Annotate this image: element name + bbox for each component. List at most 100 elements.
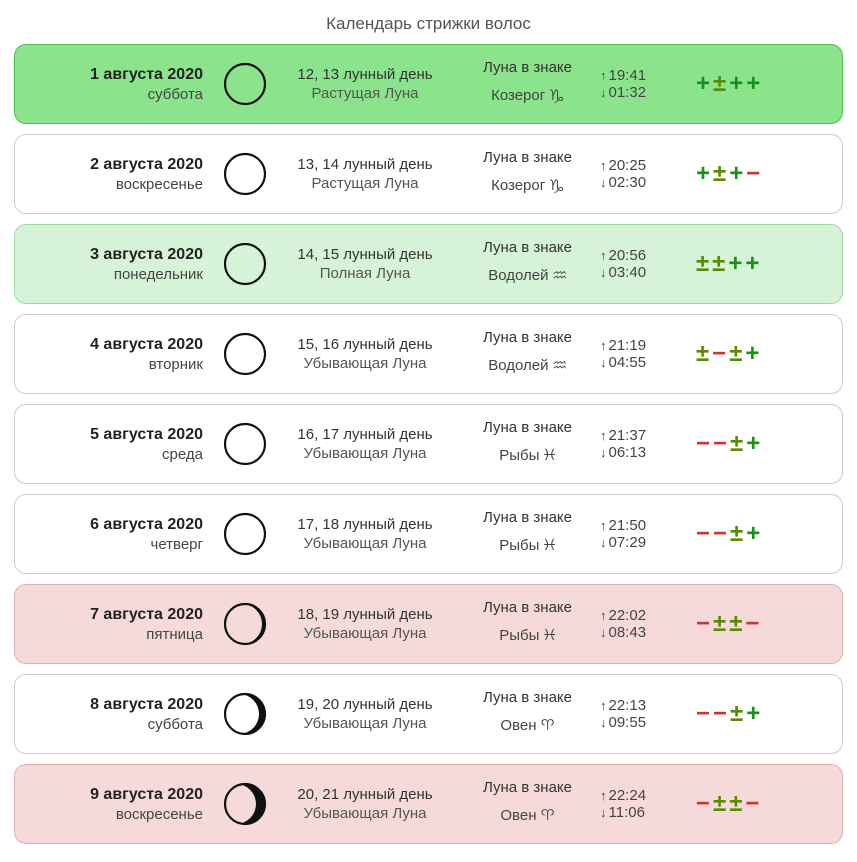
- zodiac-label: Луна в знаке: [455, 329, 600, 346]
- moonrise-time: ↑21:19: [600, 337, 680, 354]
- moonrise-time: ↑21:37: [600, 427, 680, 444]
- calendar-row[interactable]: 5 августа 2020 среда 16, 17 лунный день …: [14, 404, 843, 484]
- date-text: 5 августа 2020: [25, 426, 203, 444]
- date-text: 6 августа 2020: [25, 516, 203, 534]
- rating-symbol: ±: [729, 610, 745, 637]
- moon-times-cell: ↑22:02 ↓08:43: [600, 607, 680, 641]
- lunar-day-text: 17, 18 лунный день: [275, 516, 455, 533]
- rating-symbol: ±: [713, 610, 729, 637]
- rating-symbol: ±: [713, 790, 729, 817]
- rating-symbol: −: [745, 610, 762, 637]
- rating-cell: −−±+: [680, 520, 832, 548]
- rating-symbol: −: [745, 790, 762, 817]
- rating-symbol: −: [712, 340, 729, 367]
- rating-symbol: +: [746, 430, 763, 457]
- lunar-day-text: 16, 17 лунный день: [275, 426, 455, 443]
- date-cell: 2 августа 2020 воскресенье: [25, 156, 215, 193]
- moon-phase-icon: [215, 422, 275, 466]
- rating-symbol: −: [696, 520, 713, 547]
- rating-symbol: −: [713, 700, 730, 727]
- moonset-time: ↓03:40: [600, 264, 680, 281]
- calendar-row[interactable]: 3 августа 2020 понедельник 14, 15 лунный…: [14, 224, 843, 304]
- calendar-row[interactable]: 2 августа 2020 воскресенье 13, 14 лунный…: [14, 134, 843, 214]
- rating-symbol: +: [745, 250, 762, 277]
- moonrise-time: ↑22:24: [600, 787, 680, 804]
- rating-cell: −±±−: [680, 790, 832, 818]
- rating-cell: −±±−: [680, 610, 832, 638]
- moon-phase-icon: [215, 602, 275, 646]
- moon-times-cell: ↑21:50 ↓07:29: [600, 517, 680, 551]
- moonset-time: ↓01:32: [600, 84, 680, 101]
- moon-phase-icon: [215, 782, 275, 826]
- rating-symbol: +: [696, 160, 713, 187]
- zodiac-sign: Овен ♈: [455, 798, 600, 829]
- zodiac-cell: Луна в знаке Водолей ♒: [455, 329, 600, 379]
- rating-symbol: ±: [730, 700, 746, 727]
- moonrise-time: ↑20:25: [600, 157, 680, 174]
- moonrise-time: ↑22:13: [600, 697, 680, 714]
- rating-cell: −−±+: [680, 700, 832, 728]
- date-cell: 1 августа 2020 суббота: [25, 66, 215, 103]
- rating-cell: −−±+: [680, 430, 832, 458]
- weekday-text: среда: [25, 446, 203, 463]
- moon-phase-icon: [215, 152, 275, 196]
- calendar-row[interactable]: 7 августа 2020 пятница 18, 19 лунный ден…: [14, 584, 843, 664]
- zodiac-symbol-icon: ♓: [544, 438, 556, 469]
- date-cell: 8 августа 2020 суббота: [25, 696, 215, 733]
- zodiac-label: Луна в знаке: [455, 419, 600, 436]
- zodiac-sign: Водолей ♒: [455, 348, 600, 379]
- calendar-row[interactable]: 8 августа 2020 суббота 19, 20 лунный ден…: [14, 674, 843, 754]
- lunar-phase-text: Убывающая Луна: [275, 715, 455, 732]
- page-title: Календарь стрижки волос: [8, 14, 849, 34]
- lunar-day-cell: 19, 20 лунный день Убывающая Луна: [275, 696, 455, 732]
- rating-symbol: ±: [696, 340, 712, 367]
- zodiac-label: Луна в знаке: [455, 599, 600, 616]
- lunar-phase-text: Растущая Луна: [275, 85, 455, 102]
- rating-symbol: +: [746, 700, 763, 727]
- rating-symbol: −: [696, 610, 713, 637]
- date-text: 3 августа 2020: [25, 246, 203, 264]
- rating-symbol: ±: [730, 430, 746, 457]
- zodiac-cell: Луна в знаке Рыбы ♓: [455, 599, 600, 649]
- calendar-row[interactable]: 6 августа 2020 четверг 17, 18 лунный ден…: [14, 494, 843, 574]
- rating-symbol: +: [746, 520, 763, 547]
- moon-times-cell: ↑21:37 ↓06:13: [600, 427, 680, 461]
- moon-phase-icon: [215, 332, 275, 376]
- weekday-text: воскресенье: [25, 806, 203, 823]
- lunar-day-cell: 14, 15 лунный день Полная Луна: [275, 246, 455, 282]
- moonset-time: ↓08:43: [600, 624, 680, 641]
- rating-symbol: −: [713, 430, 730, 457]
- calendar-row[interactable]: 9 августа 2020 воскресенье 20, 21 лунный…: [14, 764, 843, 844]
- date-text: 4 августа 2020: [25, 336, 203, 354]
- zodiac-cell: Луна в знаке Овен ♈: [455, 779, 600, 829]
- rating-cell: +±+−: [680, 160, 832, 188]
- rating-symbol: +: [696, 70, 713, 97]
- lunar-day-text: 15, 16 лунный день: [275, 336, 455, 353]
- zodiac-cell: Луна в знаке Козерог ♑: [455, 59, 600, 109]
- lunar-phase-text: Растущая Луна: [275, 175, 455, 192]
- lunar-day-cell: 12, 13 лунный день Растущая Луна: [275, 66, 455, 102]
- zodiac-sign: Козерог ♑: [455, 168, 600, 199]
- lunar-phase-text: Убывающая Луна: [275, 445, 455, 462]
- zodiac-symbol-icon: ♑: [549, 78, 564, 109]
- moonset-time: ↓11:06: [600, 804, 680, 821]
- rating-cell: ±−±+: [680, 340, 832, 368]
- weekday-text: воскресенье: [25, 176, 203, 193]
- rating-symbol: −: [696, 790, 713, 817]
- lunar-day-cell: 17, 18 лунный день Убывающая Луна: [275, 516, 455, 552]
- calendar-list: 1 августа 2020 суббота 12, 13 лунный ден…: [8, 44, 849, 844]
- rating-cell: +±++: [680, 70, 832, 98]
- moon-times-cell: ↑22:13 ↓09:55: [600, 697, 680, 731]
- moonrise-time: ↑20:56: [600, 247, 680, 264]
- moonrise-time: ↑22:02: [600, 607, 680, 624]
- calendar-row[interactable]: 1 августа 2020 суббота 12, 13 лунный ден…: [14, 44, 843, 124]
- calendar-row[interactable]: 4 августа 2020 вторник 15, 16 лунный ден…: [14, 314, 843, 394]
- weekday-text: пятница: [25, 626, 203, 643]
- moon-times-cell: ↑22:24 ↓11:06: [600, 787, 680, 821]
- rating-cell: ±±++: [680, 250, 832, 278]
- zodiac-cell: Луна в знаке Рыбы ♓: [455, 509, 600, 559]
- moon-times-cell: ↑20:25 ↓02:30: [600, 157, 680, 191]
- moon-phase-icon: [215, 512, 275, 556]
- date-cell: 9 августа 2020 воскресенье: [25, 786, 215, 823]
- rating-symbol: +: [746, 70, 763, 97]
